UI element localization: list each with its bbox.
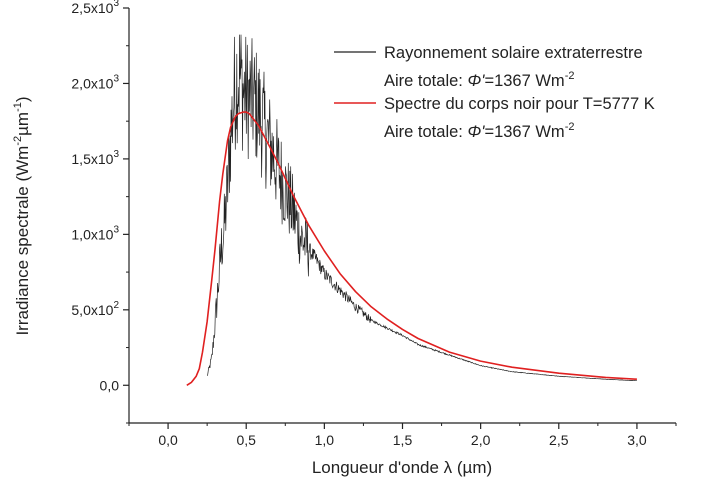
y-axis-title-exp2: -1 <box>12 102 24 112</box>
x-ticks: 0,0 0,5 1,0 1,5 2,0 2,5 3,0 <box>128 423 677 448</box>
series-layer <box>186 34 637 386</box>
y-tick-label: 0,0 <box>100 377 120 393</box>
y-tick-label: 2,5x103 <box>71 0 119 16</box>
y-axis-title-exp1: -2 <box>12 136 24 146</box>
y-axis-title-mid: µm <box>13 112 32 136</box>
y-ticks: 0,0 5,0x102 1,0x103 1,5x103 2,0x103 2,5x103 <box>71 0 129 424</box>
annotation-prefix: Aire totale: <box>384 123 467 141</box>
annotation-exp: -2 <box>565 70 575 82</box>
series-line-solar <box>206 34 637 382</box>
y-tick-label: 1,5x103 <box>71 149 119 167</box>
y-axis-title: Irradiance spectrale (Wm-2µm-1) <box>12 96 32 335</box>
annotation-exp: -2 <box>565 121 575 133</box>
legend-label-blackbody: Spectre du corps noir pour T=5777 K <box>384 95 655 113</box>
y-axis-title-base: Irradiance spectrale (Wm <box>13 146 32 336</box>
y-tick-label: 2,0x103 <box>71 73 119 91</box>
annotation-value: =1367 Wm <box>484 72 564 90</box>
y-tick-label: 5,0x102 <box>71 300 119 318</box>
x-tick-label: 0,5 <box>236 432 256 448</box>
x-tick-label: 3,0 <box>627 432 647 448</box>
x-tick-label: 1,0 <box>315 432 335 448</box>
legend-annotation-solar: Aire totale: Φ'=1367 Wm-2 <box>384 70 574 90</box>
series-line-blackbody <box>186 111 637 386</box>
annotation-value: =1367 Wm <box>484 123 564 141</box>
annotation-symbol: Φ' <box>467 72 485 90</box>
axes <box>128 8 676 424</box>
annotation-symbol: Φ' <box>467 123 485 141</box>
x-axis-title: Longueur d'onde λ (µm) <box>312 458 492 477</box>
y-axis-title-end: ) <box>13 96 32 102</box>
legend: Rayonnement solaire extraterrestre Aire … <box>334 44 655 141</box>
x-tick-label: 0,0 <box>158 432 178 448</box>
legend-annotation-blackbody: Aire totale: Φ'=1367 Wm-2 <box>384 121 574 141</box>
annotation-prefix: Aire totale: <box>384 72 467 90</box>
x-tick-label: 1,5 <box>393 432 413 448</box>
x-tick-label: 2,5 <box>549 432 569 448</box>
y-tick-label: 1,0x103 <box>71 224 119 242</box>
legend-label-solar: Rayonnement solaire extraterrestre <box>384 44 643 62</box>
x-tick-label: 2,0 <box>471 432 491 448</box>
